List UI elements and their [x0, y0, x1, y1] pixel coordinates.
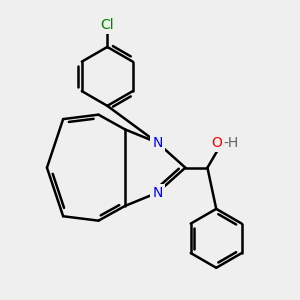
Text: Cl: Cl — [100, 18, 114, 32]
Text: N: N — [152, 136, 163, 150]
Text: N: N — [152, 186, 163, 200]
Text: O: O — [211, 136, 222, 150]
Text: -H: -H — [224, 136, 239, 150]
